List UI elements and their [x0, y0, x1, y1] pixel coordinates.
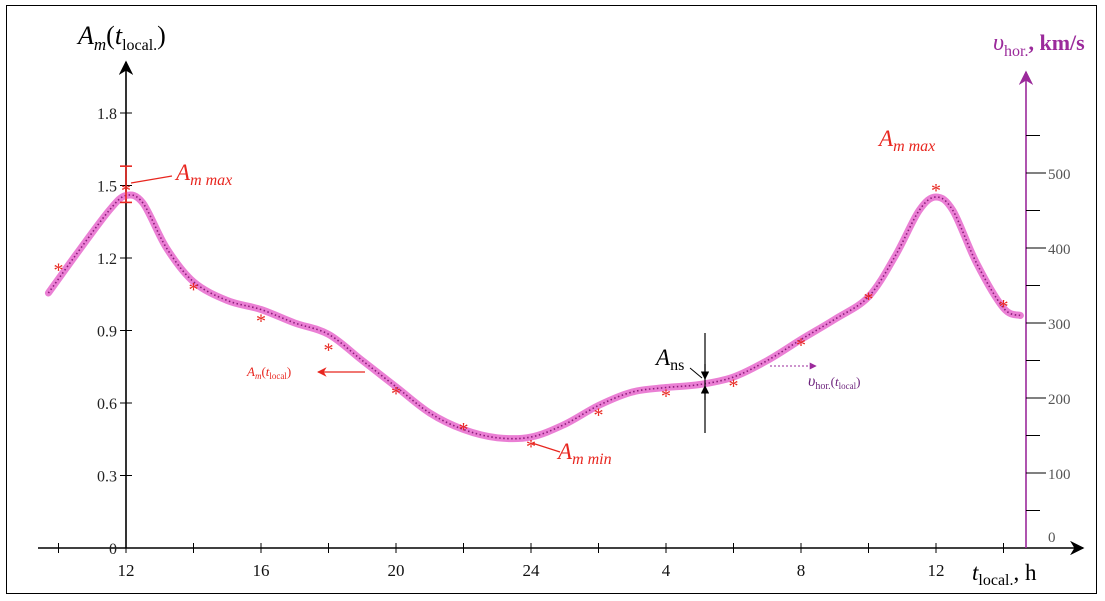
a-min-label-sub: m min [572, 451, 612, 468]
x-axis-title-main: t [972, 560, 979, 585]
right-y-ticks: 0 100 200 300 400 500 [1026, 135, 1071, 546]
right-y-tick-label: 400 [1048, 242, 1071, 258]
x-ticks: 12 16 20 24 4 8 12 [58, 543, 1004, 580]
a-max-left-label-main: A [174, 160, 191, 185]
x-axis-title-sub: local. [978, 572, 1013, 589]
series-label-v-paren-close: ) [856, 374, 860, 389]
series-label-a-paren-open: ( [261, 364, 265, 379]
left-y-tick-label: 1.5 [97, 178, 117, 195]
a-ns-label-sub: ns [670, 357, 684, 374]
series-label-v-main: υ [808, 373, 815, 390]
a-min-pointer [531, 442, 561, 453]
right-axis-title-sub: hor. [1004, 43, 1028, 60]
a-max-left-pointer [130, 175, 173, 184]
series-label-v: υhor.(tlocal) [808, 373, 860, 392]
left-y-tick-label: 0.3 [97, 468, 117, 485]
left-axis-title-paren-open: ( [106, 21, 115, 50]
left-axis-title-paren-close: ) [157, 21, 166, 50]
a-max-right-label-main: A [877, 126, 894, 151]
series-label-a-arg: t [266, 364, 270, 379]
left-axis-title-main: A [76, 21, 94, 50]
series-label-v-arg: t [835, 374, 839, 389]
right-y-tick-label: 500 [1048, 167, 1071, 183]
series-label-a-paren-close: ) [287, 364, 291, 379]
x-tick-label: 4 [662, 561, 671, 580]
a-ns-label: Ans [654, 345, 684, 374]
a-m-data-point: * [999, 296, 1009, 318]
right-y-tick-label: 300 [1048, 317, 1071, 333]
a-min-label-main: A [556, 439, 573, 464]
left-axis-title-arg: t [115, 21, 123, 50]
a-m-data-point: * [729, 376, 739, 398]
a-max-left-label: Am max [174, 160, 232, 189]
left-axis-title-arg-sub: local. [122, 37, 157, 54]
a-m-data-point: * [594, 405, 604, 427]
x-tick-label: 20 [388, 561, 405, 580]
left-y-tick-label: 0.6 [97, 396, 117, 413]
a-m-data-point: * [661, 385, 671, 407]
series-label-v-sub: hor. [815, 381, 830, 392]
a-m-data-point: * [796, 335, 806, 357]
a-max-right-label-sub: m max [893, 138, 935, 155]
a-m-data-point: * [459, 419, 469, 441]
series-v-hor-dotted-overlay [47, 194, 1021, 440]
x-tick-label: 12 [118, 561, 135, 580]
series-a-m-markers: * * * * * * * * * * * * * * * [54, 180, 1009, 458]
x-tick-label: 16 [253, 561, 270, 580]
a-m-data-point: * [324, 339, 334, 361]
right-y-tick-label: 200 [1048, 392, 1071, 408]
series-v-hor-line [44, 191, 1024, 443]
right-axis-title-main: υ [993, 30, 1004, 56]
series-label-a: Am(tlocal) [246, 364, 291, 381]
left-axis-title-sub: m [94, 35, 106, 54]
series-label-a-sub: m [255, 371, 262, 381]
a-ns-label-main: A [654, 345, 671, 370]
x-tick-label: 24 [523, 561, 541, 580]
a-min-label: Am min [556, 439, 612, 468]
a-m-data-point: * [54, 260, 64, 282]
x-tick-label: 12 [928, 561, 945, 580]
series-label-v-paren-open: ( [831, 374, 835, 389]
series-label-v-arg-sub: local [839, 381, 857, 391]
a-m-data-point: * [256, 310, 266, 332]
a-m-data-point: * [391, 383, 401, 405]
left-y-tick-label: 0 [109, 541, 117, 558]
x-axis-title: tlocal., h [972, 560, 1037, 589]
right-y-tick-label: 100 [1048, 467, 1071, 483]
x-tick-label: 8 [797, 561, 806, 580]
a-m-data-point: * [189, 279, 199, 301]
error-bar [120, 165, 132, 204]
left-y-ticks: 0 0.3 0.6 0.9 1.2 1.5 1.8 [97, 106, 132, 558]
right-axis-title: υhor., km/s [993, 30, 1085, 60]
x-axis-title-unit: , h [1013, 560, 1037, 585]
a-m-data-point: * [121, 180, 131, 202]
a-m-data-point: * [931, 180, 941, 202]
a-max-right-label: Am max [877, 126, 935, 155]
a-m-data-point: * [864, 289, 874, 311]
a-ns-pointer [689, 367, 703, 379]
right-y-tick-label: 0 [1048, 530, 1056, 546]
left-y-tick-label: 0.9 [97, 323, 117, 340]
a-m-data-point: * [526, 436, 536, 458]
series-label-a-main: A [246, 364, 255, 379]
left-y-tick-label: 1.8 [97, 106, 117, 123]
right-axis-title-unit: , km/s [1028, 30, 1085, 55]
chart-frame [6, 5, 1097, 594]
a-max-left-label-sub: m max [190, 172, 232, 189]
left-axis-title: Am(tlocal.) [76, 21, 166, 54]
series-label-a-arg-sub: local [269, 371, 287, 381]
left-y-tick-label: 1.2 [97, 251, 117, 268]
